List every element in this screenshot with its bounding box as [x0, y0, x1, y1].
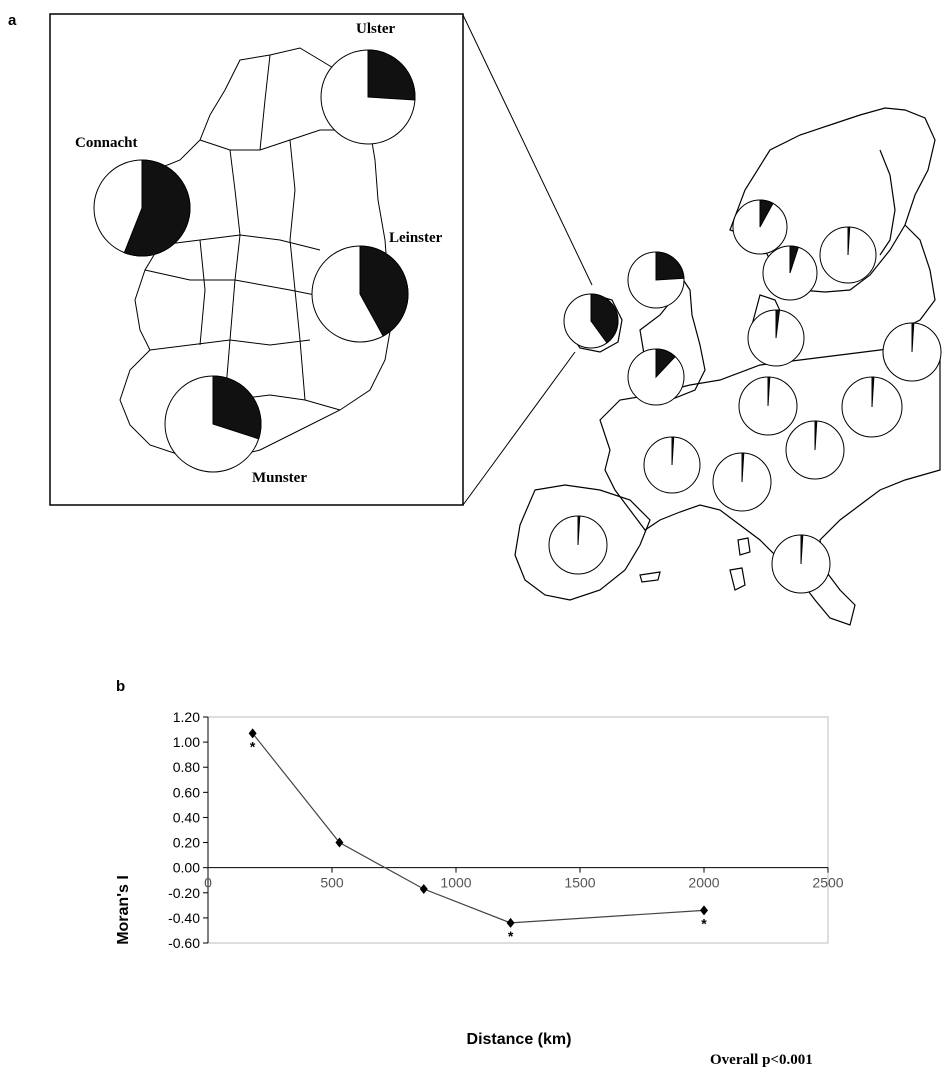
europe-pie-11 [643, 436, 701, 494]
province-label-connacht: Connacht [75, 135, 138, 151]
europe-pie-5-wedge [655, 348, 676, 379]
europe-pie-14 [548, 515, 608, 575]
europe-pie-2-wedge [655, 251, 685, 281]
y-tick-label: -0.60 [168, 935, 200, 951]
europe-pie-5 [627, 348, 685, 406]
y-tick-label: -0.40 [168, 910, 200, 926]
inset-pie-connacht [93, 159, 191, 257]
plot-frame [207, 716, 829, 944]
data-point [700, 905, 708, 916]
data-point [419, 884, 428, 895]
europe-pie-3 [732, 199, 788, 255]
europe-pie-15 [771, 534, 831, 594]
europe-pie-6 [819, 226, 877, 284]
europe-pie-7-wedge [775, 309, 781, 339]
europe-pie-12-wedge [814, 420, 818, 451]
connector-line-bottom [462, 351, 576, 506]
province-label-leinster: Leinster [389, 230, 443, 246]
europe-pie-1 [563, 293, 619, 349]
y-tick-label: 0.00 [173, 860, 200, 876]
inset-pie-munster [164, 375, 262, 473]
europe-pie-4-wedge [789, 245, 799, 274]
x-axis-ticks: 0 500 1000 1500 2000 2500 [204, 867, 844, 891]
connector-line-top [462, 14, 593, 286]
x-tick-label: 1500 [564, 875, 595, 891]
europe-pie-group [548, 199, 942, 594]
inset-pie-munster-wedge [212, 375, 262, 440]
y-tick-label: 0.40 [173, 809, 200, 825]
europe-pie-9-wedge [767, 376, 771, 407]
europe-pie-11-wedge [671, 436, 675, 466]
province-label-munster: Munster [252, 470, 307, 486]
inset-pie-leinster [311, 245, 409, 343]
significance-marker: * [250, 738, 256, 754]
significance-marker: * [701, 915, 707, 931]
europe-pie-12 [785, 420, 845, 480]
panel-b-letter: b [116, 678, 126, 695]
europe-pie-13 [712, 452, 772, 512]
europe-pie-4 [762, 245, 818, 301]
y-tick-label: 0.80 [173, 759, 200, 775]
inset-pie-ulster-wedge [367, 49, 416, 101]
inset-pie-connacht-wedge [123, 159, 191, 257]
x-tick-label: 500 [320, 875, 344, 891]
europe-pie-3-wedge [759, 199, 774, 228]
y-tick-label: 1.20 [173, 709, 200, 725]
morans-i-series: * * * [248, 728, 708, 944]
europe-pie-13-wedge [741, 452, 745, 483]
panel-a-letter: a [8, 12, 17, 29]
y-tick-label: 1.00 [173, 734, 200, 750]
europe-pie-1-wedge [590, 293, 619, 344]
y-axis-title: Moran's I [115, 875, 132, 945]
data-point [248, 728, 257, 739]
europe-pie-8-wedge [911, 322, 915, 353]
inset-pie-group [93, 49, 416, 473]
europe-pie-2 [627, 251, 685, 309]
data-point [506, 917, 515, 928]
inset-pie-ulster [320, 49, 416, 145]
series-line [252, 732, 705, 924]
x-tick-label: 1000 [440, 875, 471, 891]
europe-pie-15-wedge [800, 534, 804, 565]
europe-pie-14-wedge [577, 515, 581, 546]
data-point [335, 837, 344, 848]
overall-significance-note: Overall p<0.001 [710, 1052, 813, 1068]
y-tick-label: 0.60 [173, 784, 200, 800]
europe-pie-6-wedge [847, 226, 851, 256]
europe-pie-8 [882, 322, 942, 382]
y-tick-label: -0.20 [168, 885, 200, 901]
europe-pie-10 [841, 376, 903, 438]
x-tick-label: 2500 [812, 875, 843, 891]
x-axis-title: Distance (km) [467, 1031, 572, 1048]
europe-pie-7 [747, 309, 805, 367]
morans-i-chart: 1.20 1.00 0.80 0.60 0.40 0.20 0.00 -0.20 -0.40 -0… [115, 709, 844, 1048]
x-tick-label: 0 [204, 875, 212, 891]
europe-pie-10-wedge [871, 376, 875, 408]
significance-marker: * [508, 928, 514, 944]
province-label-ulster: Ulster [356, 21, 395, 37]
inset-pie-leinster-wedge [359, 245, 409, 337]
plot-area-border [207, 716, 829, 944]
y-tick-label: 0.20 [173, 835, 200, 851]
y-axis-ticks: 1.20 1.00 0.80 0.60 0.40 0.20 0.00 -0.20 -0.40 -0… [168, 709, 208, 951]
x-tick-label: 2000 [688, 875, 719, 891]
europe-map: Ulster Connacht Leinster Munster [49, 13, 942, 626]
europe-pie-9 [738, 376, 798, 436]
